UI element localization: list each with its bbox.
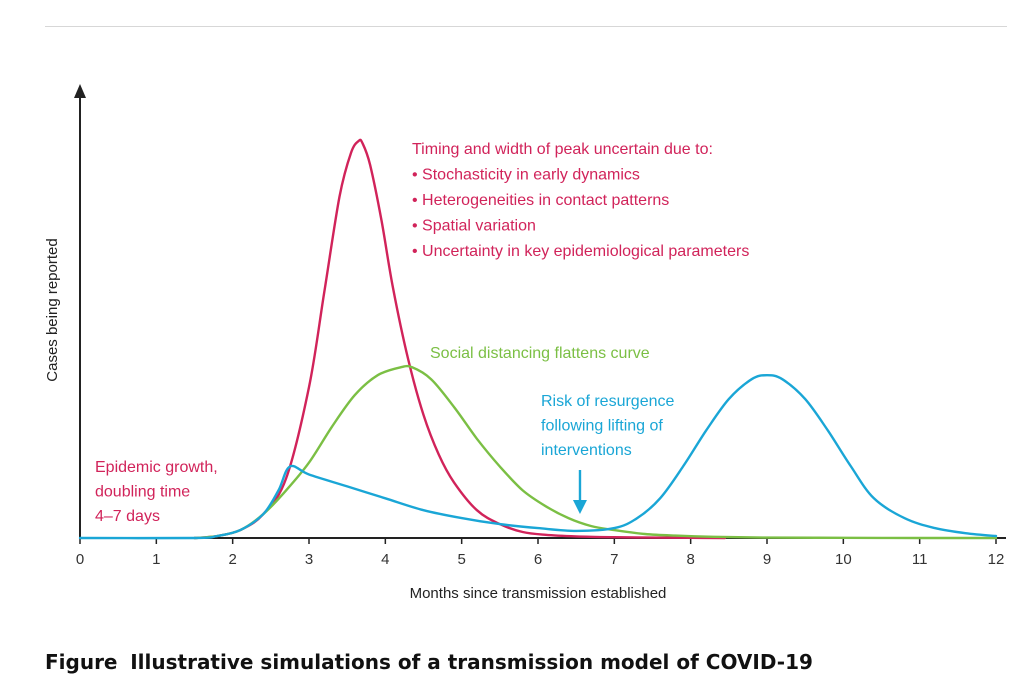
x-tick-label: 12 <box>988 551 1005 568</box>
annotation-peak-line: • Heterogeneities in contact patterns <box>412 192 669 209</box>
x-axis-title: Months since transmission established <box>410 585 667 602</box>
annotation-peak-line: • Stochasticity in early dynamics <box>412 167 640 184</box>
x-tick-label: 10 <box>835 551 852 568</box>
y-axis-arrowhead <box>74 84 86 98</box>
annotation-growth-line: 4–7 days <box>95 508 160 525</box>
x-tick-label: 11 <box>912 551 928 568</box>
annotation-peak-line: Timing and width of peak uncertain due t… <box>412 141 713 158</box>
annotation-growth-line: doubling time <box>95 484 190 501</box>
caption-label: Figure <box>45 650 118 674</box>
x-tick-label: 9 <box>763 551 771 568</box>
resurgence-curve <box>78 374 998 540</box>
x-tick-label: 2 <box>228 551 236 568</box>
x-tick-label: 3 <box>305 551 313 568</box>
annotation-peak-line: • Spatial variation <box>412 218 536 235</box>
x-tick-label: 4 <box>381 551 389 568</box>
x-tick-label: 5 <box>457 551 465 568</box>
x-tick-label: 8 <box>686 551 694 568</box>
annotation-resurgence-line: following lifting of <box>541 418 663 435</box>
x-tick-label: 0 <box>76 551 84 568</box>
y-axis-title: Cases being reported <box>44 238 61 381</box>
figure-caption: Figure Illustrative simulations of a tra… <box>45 650 813 674</box>
resurgence-arrow-head <box>572 500 587 514</box>
annotation-growth-line: Epidemic growth, <box>95 459 218 476</box>
x-tick-label: 1 <box>152 551 160 568</box>
x-tick-label: 6 <box>534 551 542 568</box>
x-tick-label: 7 <box>610 551 618 568</box>
annotation-resurgence-line: interventions <box>541 442 632 459</box>
caption-text: Illustrative simulations of a transmissi… <box>130 650 813 674</box>
unmitigated-curve <box>193 138 727 540</box>
top-divider <box>45 26 1007 27</box>
annotation-distancing-line: Social distancing flattens curve <box>430 345 650 362</box>
social-distancing-curve <box>193 364 998 540</box>
annotation-resurgence-line: Risk of resurgence <box>541 393 674 410</box>
annotation-peak-line: • Uncertainty in key epidemiological par… <box>412 243 749 260</box>
